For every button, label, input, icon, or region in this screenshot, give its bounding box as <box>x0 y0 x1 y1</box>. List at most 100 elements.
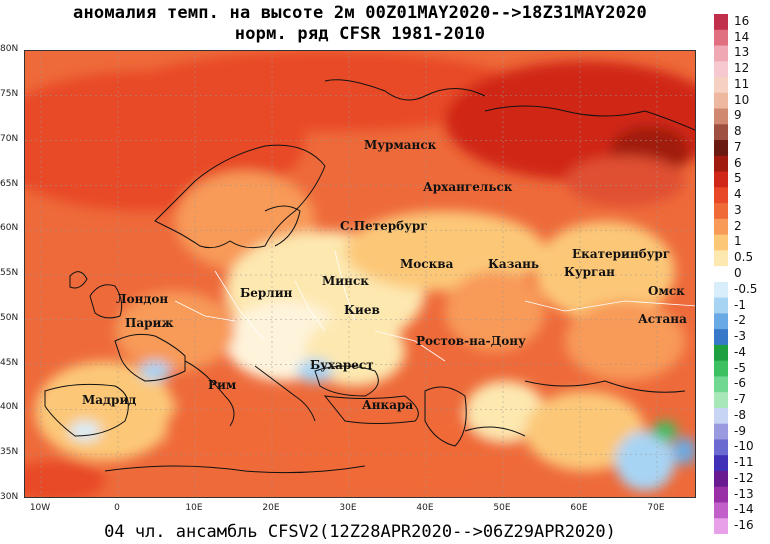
colorbar-swatch <box>714 108 728 125</box>
colorbar-swatch <box>714 486 728 503</box>
colorbar-swatch <box>714 124 728 141</box>
colorbar-label: 3 <box>734 202 742 217</box>
latitude-label: 35N <box>0 447 19 457</box>
colorbar-label: 0.5 <box>734 250 754 265</box>
latitude-label: 65N <box>0 179 19 189</box>
colorbar-swatch <box>714 344 728 362</box>
title-line-1: аномалия темп. на высоте 2м 00Z01MAY2020… <box>73 3 647 23</box>
colorbar-label: 1 <box>734 234 742 249</box>
longitude-label: 0 <box>114 503 120 513</box>
colorbar-label: 13 <box>734 45 750 60</box>
latitude-label: 55N <box>0 268 19 278</box>
latitude-label: 45N <box>0 358 19 368</box>
city-label: Париж <box>125 316 174 330</box>
map-canvas <box>25 51 695 497</box>
latitude-label: 50N <box>0 313 19 323</box>
graticule <box>25 51 695 497</box>
colorbar-swatch <box>714 518 728 534</box>
colorbar-swatch <box>714 171 728 188</box>
latitude-label: 70N <box>0 134 19 144</box>
city-label: Рим <box>208 378 237 392</box>
latitude-label: 80N <box>0 44 19 54</box>
colorbar-label: -5 <box>734 360 746 375</box>
city-label: С.Петербург <box>340 219 428 233</box>
colorbar-swatch <box>714 392 728 409</box>
longitude-label: 40E <box>416 503 434 513</box>
colorbar-swatch <box>714 502 728 519</box>
colorbar-swatch <box>714 77 728 94</box>
colorbar-label: -12 <box>734 470 754 485</box>
colorbar-label: -0.5 <box>734 281 758 296</box>
colorbar-label: 4 <box>734 187 742 202</box>
colorbar-swatch <box>714 423 728 440</box>
longitude-label: 10W <box>29 503 51 513</box>
colorbar-label: -2 <box>734 313 746 328</box>
colorbar-label: 5 <box>734 171 742 186</box>
colorbar-swatch <box>714 29 728 47</box>
colorbar-swatch <box>714 234 728 251</box>
city-label: Курган <box>564 265 615 279</box>
colorbar-swatch <box>714 439 728 456</box>
colorbar-swatch <box>714 140 728 157</box>
colorbar-swatch <box>714 281 728 299</box>
city-label: Астана <box>638 312 687 326</box>
colorbar-label: 14 <box>734 29 750 44</box>
colorbar-label: -11 <box>734 455 754 470</box>
colorbar-swatch <box>714 297 728 314</box>
colorbar-label: -10 <box>734 439 754 454</box>
colorbar-swatch <box>714 360 728 377</box>
longitude-label: 60E <box>570 503 588 513</box>
colorbar-swatch <box>714 92 728 110</box>
colorbar-label: -14 <box>734 502 754 517</box>
colorbar-swatch <box>714 266 728 283</box>
colorbar-label: 12 <box>734 61 750 76</box>
city-label: Мадрид <box>82 393 137 407</box>
colorbar <box>714 14 728 534</box>
colorbar-label: -1 <box>734 297 746 312</box>
colorbar-label: -3 <box>734 329 746 344</box>
city-label: Минск <box>322 274 369 288</box>
city-label: Екатеринбург <box>572 247 671 261</box>
city-label: Бухарест <box>310 358 374 372</box>
colorbar-label: 9 <box>734 108 742 123</box>
city-label: Архангельск <box>423 180 513 194</box>
city-label: Ростов-на-Дону <box>416 334 526 348</box>
colorbar-label: 6 <box>734 155 742 170</box>
city-label: Казань <box>488 257 540 271</box>
colorbar-swatch <box>714 155 728 173</box>
colorbar-swatch <box>714 45 728 62</box>
anomaly-map <box>24 50 696 498</box>
colorbar-swatch <box>714 470 728 488</box>
colorbar-swatch <box>714 376 728 393</box>
colorbar-swatch <box>714 455 728 472</box>
colorbar-swatch <box>714 313 728 330</box>
colorbar-swatch <box>714 218 728 236</box>
colorbar-label: -4 <box>734 344 746 359</box>
coastlines <box>44 79 695 474</box>
anomaly-field <box>25 51 695 497</box>
colorbar-swatch <box>714 61 728 78</box>
city-label: Киев <box>344 303 380 317</box>
colorbar-swatch <box>714 250 728 267</box>
city-label: Берлин <box>240 286 293 300</box>
longitude-label: 70E <box>647 503 665 513</box>
colorbar-label: 0 <box>734 266 742 280</box>
latitude-label: 75N <box>0 89 19 99</box>
borders <box>174 250 695 362</box>
city-label: Москва <box>400 257 454 271</box>
colorbar-swatch <box>714 187 728 204</box>
colorbar-label: -13 <box>734 486 754 501</box>
colorbar-label: 2 <box>734 218 742 233</box>
colorbar-label: -6 <box>734 376 746 391</box>
longitude-label: 10E <box>185 503 203 513</box>
colorbar-label: 11 <box>734 76 750 91</box>
colorbar-label: -8 <box>734 407 746 422</box>
footer-text: 04 чл. ансамбль CFSV2(12Z28APR2020-->06Z… <box>104 522 616 542</box>
city-label: Омск <box>648 284 685 298</box>
city-label: Мурманск <box>364 138 437 152</box>
longitude-label: 50E <box>493 503 511 513</box>
colorbar-swatch <box>714 14 728 31</box>
city-label: Анкара <box>362 398 414 412</box>
colorbar-label: -9 <box>734 423 746 438</box>
longitude-label: 30E <box>339 503 357 513</box>
